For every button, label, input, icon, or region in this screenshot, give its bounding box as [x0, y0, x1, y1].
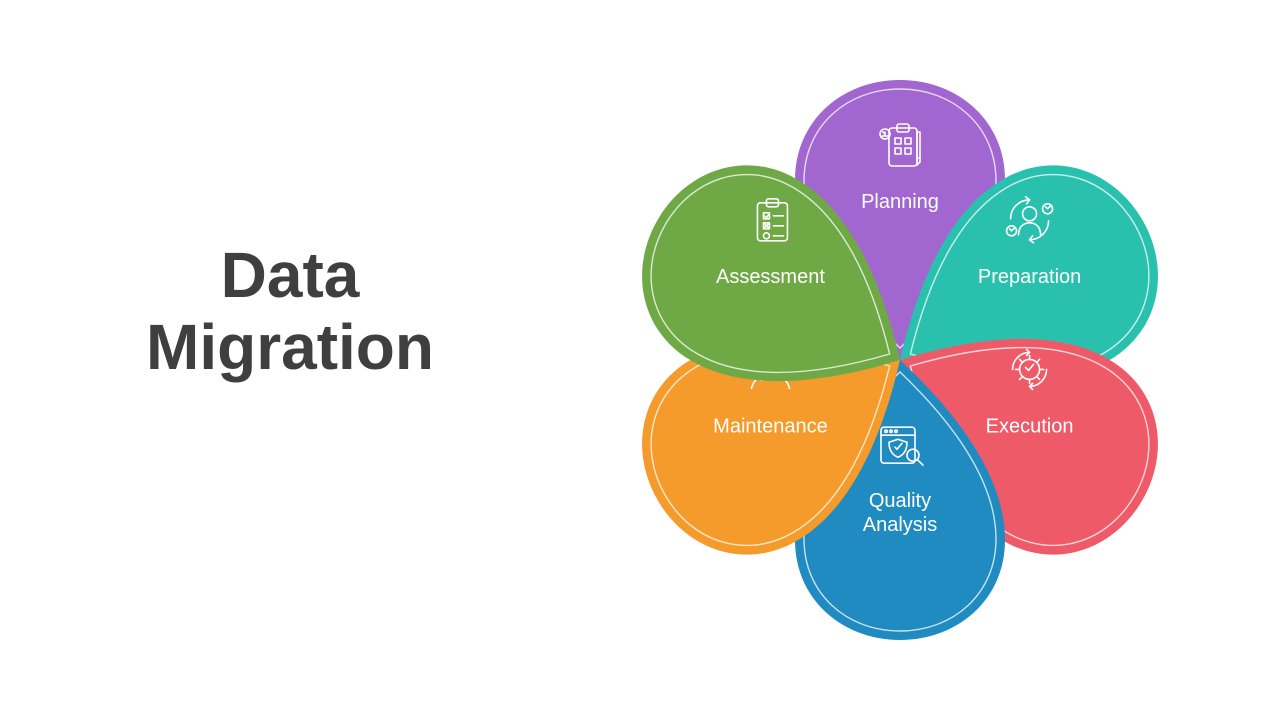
petal-diagram: PlanningPreparationExecutionQuality Anal… [560, 20, 1240, 700]
clipboard-plan-icon [873, 118, 927, 172]
page-title: Data Migration [80, 240, 500, 383]
petal-label: Quality Analysis [863, 489, 937, 537]
slide-stage: Data Migration PlanningPreparationExecut… [0, 0, 1280, 720]
sync-user-icon [1003, 193, 1057, 247]
gear-cycle-icon [1003, 342, 1057, 396]
petal-label: Assessment [716, 265, 825, 289]
clipboard-check-icon [743, 193, 797, 247]
petal-label: Preparation [978, 265, 1081, 289]
petal-content: Assessment [665, 193, 875, 289]
